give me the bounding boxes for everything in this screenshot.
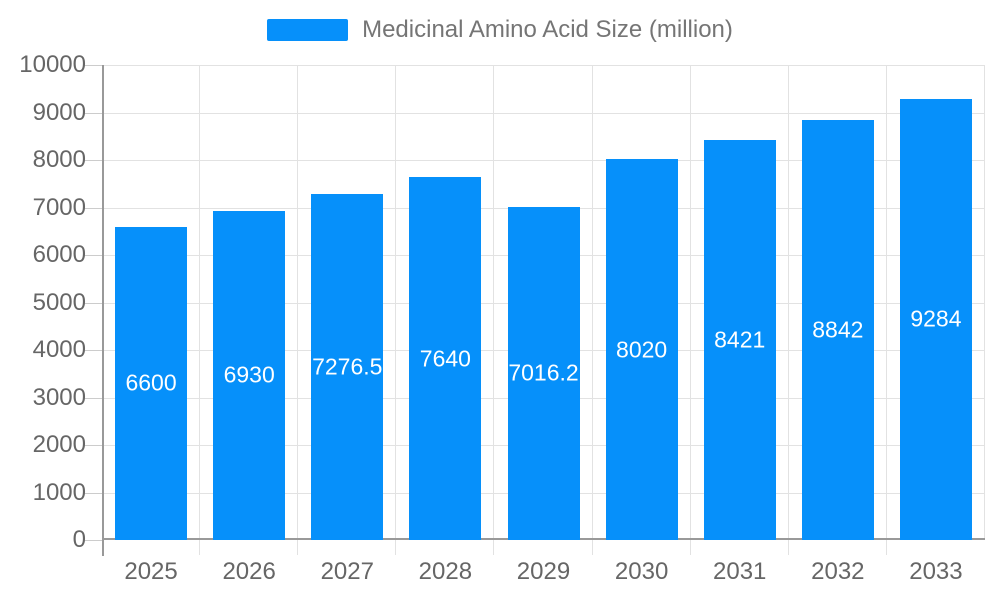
- gridline-v: [493, 65, 495, 540]
- bar-value-label: 8842: [812, 316, 864, 343]
- bar-value-label: 7016.2: [508, 359, 579, 386]
- gridline-h: [102, 160, 985, 161]
- gridline-v: [689, 65, 691, 540]
- y-tick-mark: [85, 207, 102, 209]
- y-axis-tick-label: 3000: [32, 383, 86, 411]
- x-tick-mark: [885, 540, 887, 555]
- y-tick-mark: [85, 302, 102, 304]
- y-axis-tick-label: 1000: [32, 478, 86, 506]
- bar-2027[interactable]: 7276.5: [311, 194, 384, 540]
- bar-2030[interactable]: 8020: [605, 159, 678, 540]
- x-tick-mark: [395, 540, 397, 555]
- bar-value-label: 9284: [910, 305, 962, 332]
- bar-value-label: 7276.5: [312, 353, 383, 380]
- y-tick-mark: [85, 160, 102, 161]
- y-axis-tick-label: 6000: [32, 241, 86, 268]
- y-axis-tick-label: 0: [72, 526, 86, 553]
- bar-2029[interactable]: 7016.2: [507, 206, 580, 540]
- x-axis-tick-label: 2027: [320, 558, 374, 585]
- bar-value-label: 7640: [419, 345, 471, 372]
- bar-2028[interactable]: 7640: [409, 177, 482, 540]
- y-tick-mark: [85, 540, 102, 541]
- x-tick-mark: [199, 540, 201, 555]
- y-axis-tick-label: 2000: [32, 431, 86, 458]
- legend-swatch: [267, 19, 349, 41]
- x-axis-tick-label: 2030: [614, 558, 669, 585]
- x-tick-mark: [787, 540, 789, 555]
- bar-value-label: 6600: [125, 369, 177, 396]
- legend-label: Medicinal Amino Acid Size (million): [362, 16, 733, 43]
- bar-value-label: 8421: [714, 326, 766, 353]
- x-tick-mark: [297, 540, 299, 555]
- y-axis-tick-label: 5000: [32, 288, 86, 316]
- y-tick-mark: [85, 492, 102, 494]
- gridline-v: [297, 65, 299, 540]
- bar-2031[interactable]: 8421: [703, 140, 776, 540]
- plot-area: 6600 6930 7276.5 7640 7016.2 8020 8421 8842 9284: [102, 65, 985, 540]
- y-tick-mark: [85, 65, 102, 66]
- y-axis-tick-label: 4000: [32, 336, 86, 363]
- y-tick-mark: [85, 397, 102, 399]
- y-axis-tick-label: 10000: [19, 51, 86, 78]
- x-tick-mark: [689, 540, 691, 555]
- bar-value-label: 6930: [223, 361, 275, 388]
- y-axis-tick-label: 8000: [32, 146, 86, 173]
- y-tick-mark: [85, 255, 102, 256]
- gridline-v: [395, 65, 397, 540]
- y-axis-tick-label: 9000: [32, 98, 86, 126]
- bar-2026[interactable]: 6930: [213, 210, 286, 540]
- x-axis-tick-label: 2033: [909, 558, 963, 585]
- bar-2025[interactable]: 6600: [115, 226, 188, 540]
- x-axis-tick-label: 2028: [418, 558, 473, 585]
- gridline-v: [787, 65, 789, 540]
- gridline-h: [102, 65, 985, 66]
- x-axis-tick-label: 2029: [516, 558, 571, 585]
- x-axis-tick-label: 2026: [222, 558, 276, 585]
- x-tick-mark: [591, 540, 593, 555]
- y-tick-mark: [85, 350, 102, 351]
- x-axis-tick-label: 2025: [124, 558, 178, 585]
- gridline-v: [885, 65, 887, 540]
- gridline-v: [199, 65, 201, 540]
- bar-value-label: 8020: [616, 336, 668, 363]
- chart-legend[interactable]: Medicinal Amino Acid Size (million): [0, 15, 1000, 45]
- y-axis-stub: [102, 540, 104, 556]
- y-axis-tick-label: 7000: [32, 193, 86, 221]
- x-axis-tick-label: 2032: [811, 558, 865, 585]
- x-axis-tick-label: 2031: [713, 558, 767, 585]
- gridline-v: [591, 65, 593, 540]
- y-tick-mark: [85, 445, 102, 446]
- x-tick-mark: [493, 540, 495, 555]
- y-axis-line: [102, 65, 104, 540]
- gridline-v: [984, 65, 985, 540]
- bar-2033[interactable]: 9284: [899, 99, 972, 540]
- y-tick-mark: [85, 112, 102, 114]
- bar-2032[interactable]: 8842: [801, 120, 874, 540]
- gridline-h: [102, 112, 985, 114]
